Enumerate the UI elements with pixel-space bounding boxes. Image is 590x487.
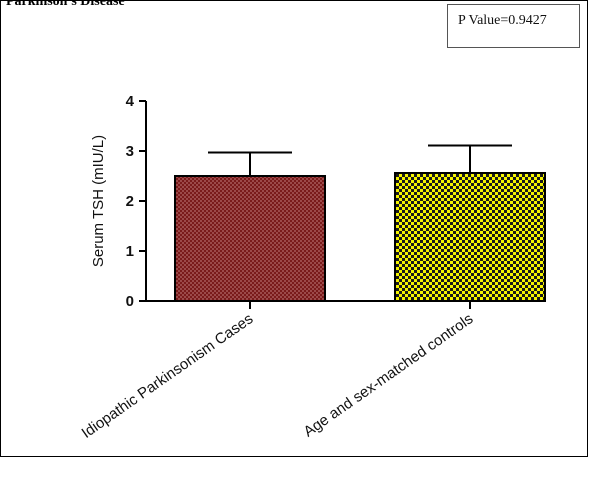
p-value-box: P Value=0.9427: [447, 4, 580, 48]
bar: [394, 172, 546, 302]
y-tick-label: 4: [126, 93, 135, 110]
y-tick-label: 1: [126, 243, 134, 260]
x-category-label: Age and sex-matched controls: [301, 310, 477, 440]
p-value-text: P Value=0.9427: [458, 13, 547, 28]
y-axis-label: Serum TSH (mIU/L): [90, 135, 107, 267]
bars-layer: [174, 144, 546, 302]
bar: [174, 175, 326, 302]
figure-title: Parkinson's Disease: [6, 0, 125, 9]
y-tick-label: 0: [126, 293, 134, 310]
y-tick-label: 2: [126, 193, 134, 210]
y-tick-label: 3: [126, 143, 134, 160]
x-category-label: Idiopathic Parkinsonism Cases: [79, 310, 257, 442]
plot-border: [0, 0, 588, 457]
